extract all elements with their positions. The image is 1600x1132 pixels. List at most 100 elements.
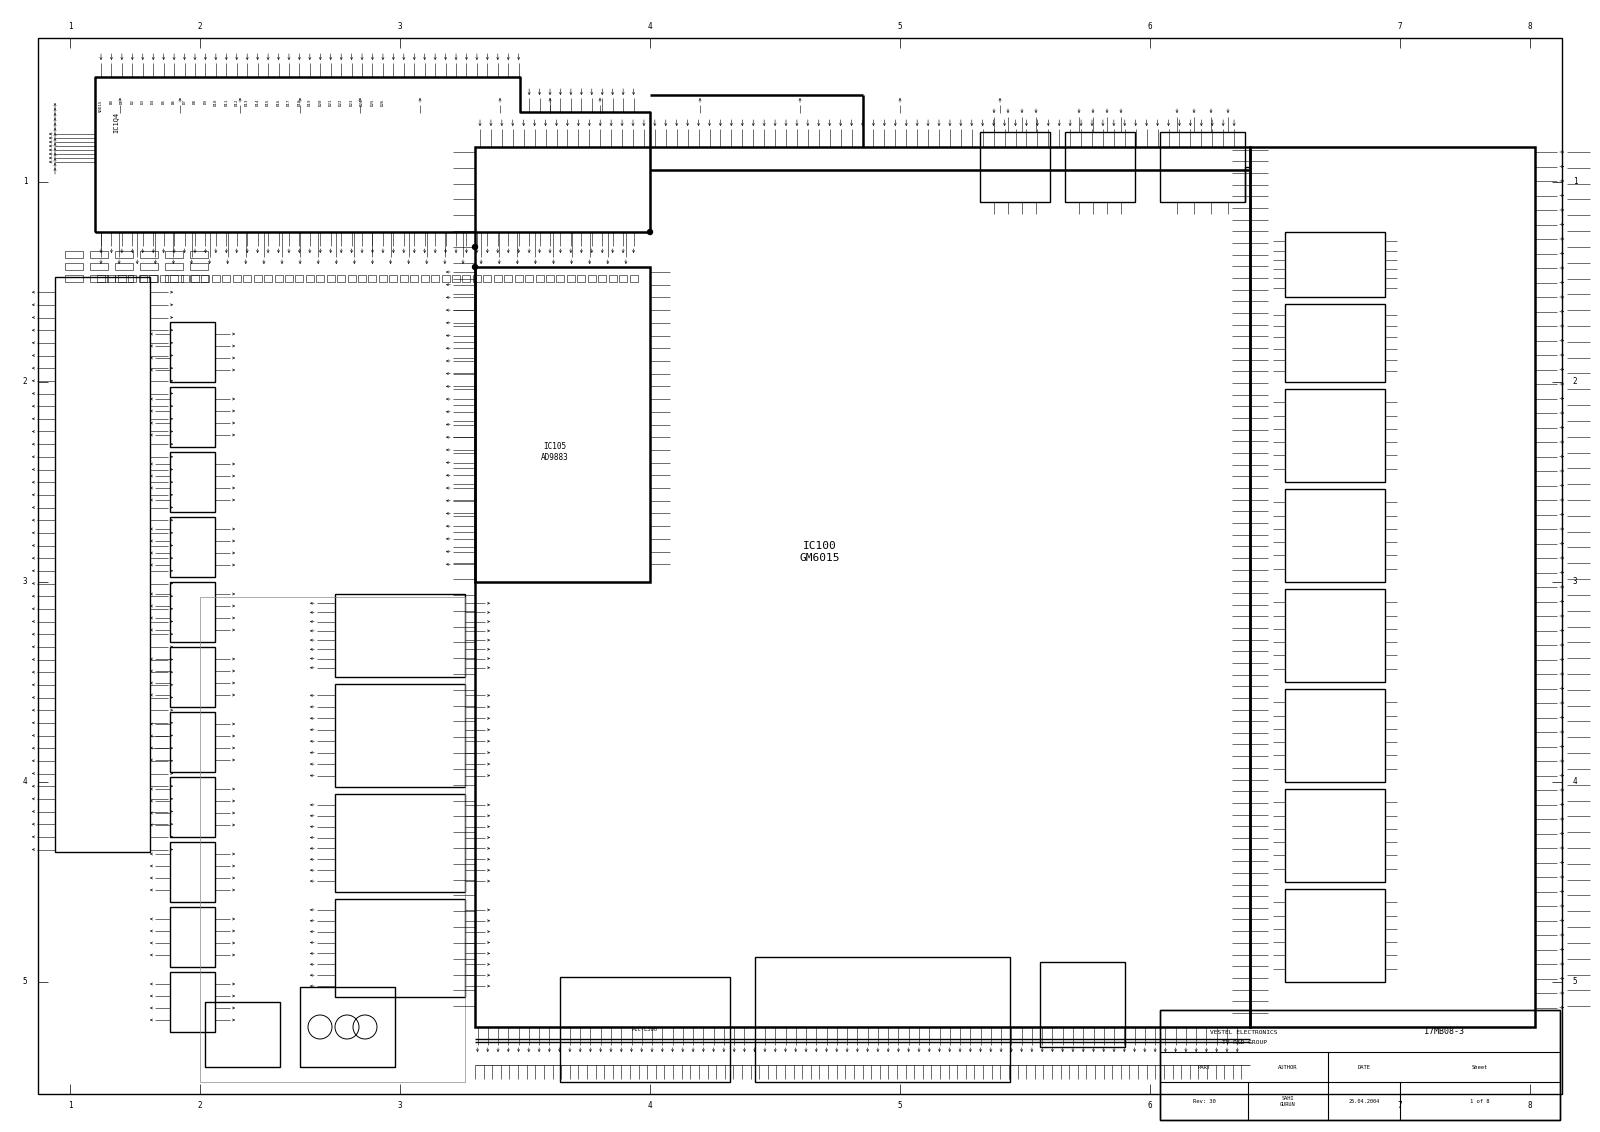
Bar [285,275,293,282]
Bar [598,275,606,282]
Bar [301,987,395,1067]
Bar [190,263,208,271]
Text: D16: D16 [277,98,280,106]
Text: 3: 3 [398,22,402,31]
Bar [170,842,214,902]
Bar [755,957,1010,1082]
Text: D2: D2 [130,98,134,104]
Bar [483,275,491,282]
Text: IC105
AD9883: IC105 AD9883 [541,443,570,462]
Text: D1: D1 [120,98,123,104]
Bar [546,275,554,282]
Bar [296,275,304,282]
Bar [317,275,325,282]
Text: 5: 5 [1573,978,1578,986]
Bar [222,275,230,282]
Bar [306,275,314,282]
Text: 6: 6 [1147,1101,1152,1110]
Text: 8: 8 [1528,1101,1533,1110]
Text: D6: D6 [173,98,176,104]
Bar [264,275,272,282]
Bar [1250,147,1534,1027]
Bar [338,275,346,282]
Text: D0: D0 [109,98,114,104]
Text: D19: D19 [307,98,312,106]
Bar [334,899,466,997]
Circle shape [472,245,477,249]
Bar [118,275,126,282]
Bar [1285,489,1386,582]
Bar [141,251,158,258]
Text: 8: 8 [1528,22,1533,31]
Bar [200,597,466,1082]
Text: D3: D3 [141,98,144,104]
Text: 5: 5 [898,22,902,31]
Bar [1285,689,1386,782]
Bar [205,1002,280,1067]
Text: DATE: DATE [1357,1065,1371,1070]
Text: 7: 7 [1398,22,1402,31]
Text: Rev: 30: Rev: 30 [1192,1099,1216,1104]
Text: 1 of 8: 1 of 8 [1470,1099,1490,1104]
Bar [560,977,730,1082]
Text: 5: 5 [898,1101,902,1110]
Text: TV R&D GROUP: TV R&D GROUP [1221,1040,1267,1046]
Bar [475,147,1250,1027]
Bar [334,594,466,677]
Text: 4: 4 [1573,778,1578,787]
Bar [170,712,214,772]
Bar [1285,889,1386,981]
Bar [430,275,438,282]
Bar [243,275,251,282]
Bar [629,275,637,282]
Bar [181,275,189,282]
Text: 1: 1 [22,178,27,187]
Text: VESTEL ELECTRONICS: VESTEL ELECTRONICS [1210,1029,1278,1035]
Bar [334,684,466,787]
Text: D5: D5 [162,98,166,104]
Bar [141,275,158,282]
Bar [379,275,387,282]
Bar [275,275,283,282]
Bar [462,275,470,282]
Bar [557,275,565,282]
Bar [1160,1010,1560,1120]
Text: D25: D25 [371,98,374,106]
Bar [139,275,147,282]
Text: D21: D21 [328,98,333,106]
Bar [115,263,133,271]
Text: 3: 3 [1573,577,1578,586]
Text: 7: 7 [1398,1101,1402,1110]
Text: PIC-L300: PIC-L300 [632,1027,658,1032]
Text: Sheet: Sheet [1472,1065,1488,1070]
Text: D15: D15 [266,98,270,106]
Text: 3: 3 [398,1101,402,1110]
Bar [475,267,650,582]
Bar [170,275,178,282]
Bar [536,275,544,282]
Text: SAHI
GURUN: SAHI GURUN [1280,1096,1296,1107]
Bar [170,517,214,577]
Bar [410,275,418,282]
Text: D23: D23 [350,98,354,106]
Bar [170,777,214,837]
Text: IC100
GM6015: IC100 GM6015 [800,541,840,563]
Bar [170,387,214,447]
Text: D4: D4 [152,98,155,104]
Bar [128,275,136,282]
Text: 3: 3 [22,577,27,586]
Bar [90,251,109,258]
Bar [389,275,397,282]
Bar [1285,589,1386,681]
Bar [190,275,208,282]
Bar [578,275,586,282]
Bar [254,275,262,282]
Bar [1285,232,1386,297]
Bar [165,263,182,271]
Text: 5: 5 [22,978,27,986]
Bar [190,251,208,258]
Bar [442,275,450,282]
Text: PART: PART [1197,1065,1211,1070]
Text: D12: D12 [235,98,238,106]
Bar [347,275,355,282]
